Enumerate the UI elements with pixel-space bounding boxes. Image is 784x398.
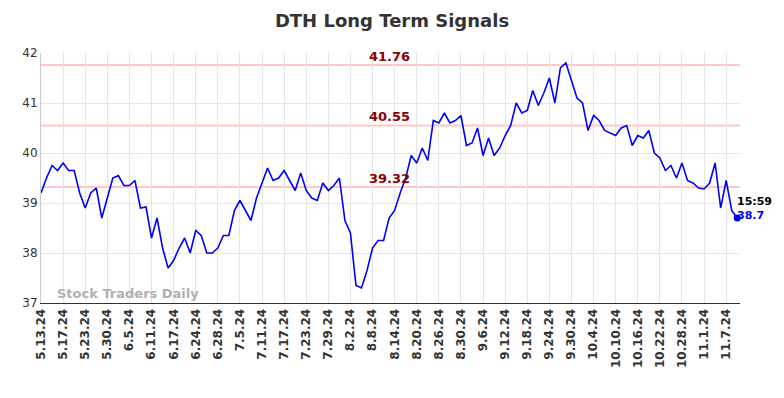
svg-text:8.2.24: 8.2.24 (343, 309, 357, 352)
svg-text:10.22.24: 10.22.24 (653, 309, 667, 368)
svg-text:9.18.24: 9.18.24 (520, 309, 534, 360)
svg-text:39: 39 (22, 196, 37, 210)
svg-text:38.7: 38.7 (737, 209, 764, 222)
svg-text:41: 41 (22, 96, 37, 110)
svg-text:5.13.24: 5.13.24 (34, 309, 48, 360)
svg-text:7.11.24: 7.11.24 (255, 309, 269, 360)
svg-text:6.5.24: 6.5.24 (122, 309, 136, 352)
svg-text:7.23.24: 7.23.24 (299, 309, 313, 360)
svg-text:9.12.24: 9.12.24 (498, 309, 512, 360)
svg-text:10.4.24: 10.4.24 (586, 309, 600, 360)
svg-text:5.23.24: 5.23.24 (78, 309, 92, 360)
svg-text:8.20.24: 8.20.24 (410, 309, 424, 360)
svg-text:DTH Long Term Signals: DTH Long Term Signals (275, 10, 509, 31)
svg-text:40.55: 40.55 (369, 109, 410, 124)
svg-text:10.28.24: 10.28.24 (675, 309, 689, 368)
svg-text:7.29.24: 7.29.24 (321, 309, 335, 360)
svg-text:7.17.24: 7.17.24 (277, 309, 291, 360)
svg-text:38: 38 (22, 246, 37, 260)
svg-text:10.10.24: 10.10.24 (609, 309, 623, 368)
svg-text:9.24.24: 9.24.24 (542, 309, 556, 360)
svg-text:41.76: 41.76 (369, 49, 410, 64)
svg-text:42: 42 (22, 46, 37, 60)
svg-text:6.24.24: 6.24.24 (189, 309, 203, 360)
svg-text:6.28.24: 6.28.24 (211, 309, 225, 360)
svg-text:39.32: 39.32 (369, 171, 410, 186)
svg-text:5.17.24: 5.17.24 (56, 309, 70, 360)
svg-text:6.17.24: 6.17.24 (167, 309, 181, 360)
svg-text:40: 40 (22, 146, 37, 160)
svg-text:6.11.24: 6.11.24 (144, 309, 158, 360)
svg-text:8.14.24: 8.14.24 (388, 309, 402, 360)
svg-text:8.26.24: 8.26.24 (432, 309, 446, 360)
svg-text:Stock Traders Daily: Stock Traders Daily (57, 286, 199, 301)
svg-text:15:59: 15:59 (737, 195, 772, 208)
svg-text:11.1.24: 11.1.24 (697, 309, 711, 360)
svg-text:9.30.24: 9.30.24 (564, 309, 578, 360)
svg-text:10.16.24: 10.16.24 (631, 309, 645, 368)
svg-text:5.30.24: 5.30.24 (100, 309, 114, 360)
svg-text:11.7.24: 11.7.24 (719, 309, 733, 360)
svg-text:8.30.24: 8.30.24 (454, 309, 468, 360)
svg-text:8.8.24: 8.8.24 (365, 309, 379, 352)
svg-text:37: 37 (22, 296, 37, 310)
svg-text:9.6.24: 9.6.24 (476, 309, 490, 352)
svg-text:7.5.24: 7.5.24 (233, 309, 247, 352)
